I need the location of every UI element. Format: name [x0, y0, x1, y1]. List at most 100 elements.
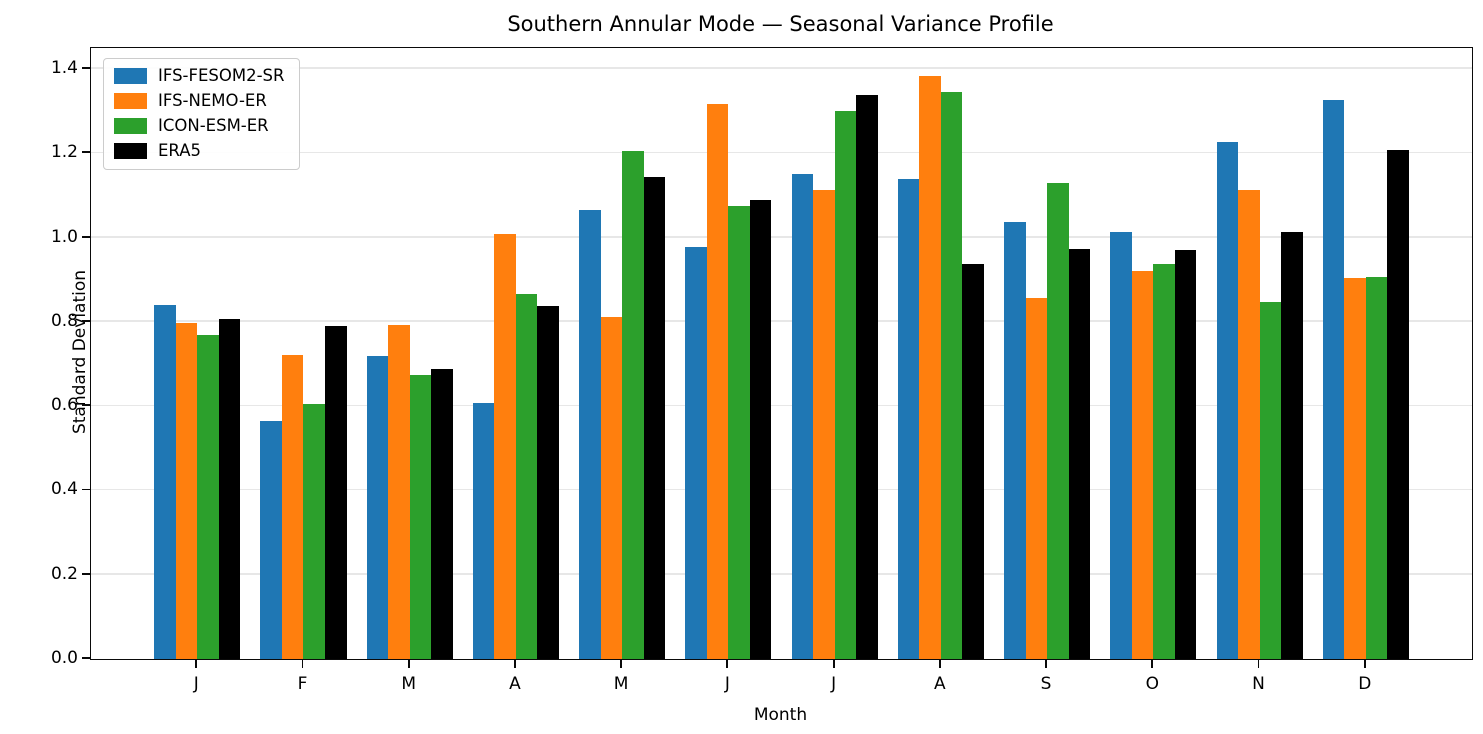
gridline-y-0.6	[91, 404, 1472, 407]
gridline-y-1.4	[91, 67, 1472, 70]
bar-icon-esm-er-12	[1365, 277, 1388, 659]
x-tick-label-7: J	[831, 674, 837, 694]
bar-era5-1	[218, 319, 241, 659]
bar-ifs-nemo-er-9	[1025, 297, 1048, 659]
legend-item-ifs-fesom2-sr: IFS-FESOM2-SR	[114, 66, 285, 85]
y-tick-mark	[82, 319, 90, 322]
legend-label: IFS-NEMO-ER	[158, 91, 267, 111]
x-axis-label: Month	[753, 705, 808, 725]
y-tick-label: 0.4	[50, 479, 78, 500]
chart-title: Southern Annular Mode — Seasonal Varianc…	[507, 12, 1054, 36]
x-tick-label-11: N	[1252, 674, 1265, 694]
bar-icon-esm-er-9	[1047, 182, 1069, 659]
x-tick-label-2: F	[297, 674, 308, 694]
plot-area: IFS-FESOM2-SR IFS-NEMO-ER ICON-ESM-ER ERA5	[90, 47, 1473, 660]
bar-ifs-fesom2-sr-9	[1004, 221, 1026, 659]
bar-ifs-fesom2-sr-2	[260, 420, 282, 659]
bar-icon-esm-er-7	[834, 111, 857, 659]
y-tick-mark	[82, 67, 90, 69]
bar-icon-esm-er-2	[303, 404, 325, 659]
x-tick-mark	[301, 660, 304, 668]
gridline-y-0.4	[91, 488, 1472, 491]
bar-ifs-fesom2-sr-5	[579, 209, 601, 659]
bar-ifs-nemo-er-12	[1344, 278, 1366, 659]
bar-group-month-7	[791, 48, 878, 659]
bar-icon-esm-er-10	[1153, 263, 1175, 659]
y-tick-mark	[82, 235, 90, 238]
bar-group-month-4	[472, 48, 559, 659]
x-tick-mark	[407, 660, 410, 668]
x-tick-mark	[938, 660, 941, 668]
x-tick-label-5: M	[613, 674, 629, 694]
gridline-y-1.2	[91, 151, 1472, 154]
bar-group-month-3	[366, 48, 453, 659]
gridline-y-1.0	[91, 236, 1472, 238]
y-tick-label: 1.2	[50, 142, 78, 163]
bar-era5-4	[537, 306, 559, 659]
x-tick-label-12: D	[1358, 674, 1372, 694]
bar-icon-esm-er-11	[1259, 301, 1282, 659]
bar-era5-11	[1281, 232, 1303, 659]
x-tick-label-4: A	[509, 674, 521, 694]
x-tick-mark	[1257, 660, 1260, 668]
bar-group-month-5	[579, 48, 666, 659]
bar-group-month-8	[897, 48, 984, 659]
bar-ifs-nemo-er-11	[1238, 189, 1260, 659]
bar-ifs-fesom2-sr-4	[472, 402, 495, 659]
y-tick-mark	[82, 404, 90, 407]
y-tick-label: 1.4	[50, 58, 78, 79]
gridline-y-0.2	[91, 573, 1472, 575]
bar-era5-7	[856, 95, 878, 659]
x-tick-mark	[620, 660, 623, 668]
bar-era5-9	[1068, 248, 1091, 659]
bar-group-month-2	[260, 48, 347, 659]
bar-era5-5	[643, 176, 666, 659]
x-tick-label-1: J	[193, 674, 199, 694]
bar-ifs-fesom2-sr-12	[1322, 100, 1345, 659]
bar-era5-3	[431, 369, 453, 659]
legend-item-ifs-nemo-er: IFS-NEMO-ER	[114, 91, 285, 111]
x-tick-label-8: A	[934, 674, 946, 694]
bar-group-month-12	[1322, 48, 1409, 659]
bar-era5-10	[1174, 250, 1197, 659]
bar-ifs-fesom2-sr-7	[791, 173, 814, 659]
x-tick-mark	[1045, 660, 1047, 668]
bar-ifs-fesom2-sr-6	[685, 246, 707, 659]
x-tick-label-3: M	[401, 674, 417, 694]
bar-group-month-1	[154, 48, 241, 659]
bar-ifs-fesom2-sr-1	[154, 305, 176, 659]
bar-ifs-nemo-er-1	[175, 323, 198, 659]
bar-group-month-11	[1216, 48, 1303, 659]
bar-era5-12	[1387, 149, 1409, 659]
bar-icon-esm-er-5	[622, 150, 644, 659]
x-tick-mark	[195, 660, 198, 668]
bar-ifs-fesom2-sr-10	[1110, 232, 1132, 659]
y-tick-label: 1.0	[50, 226, 78, 247]
bar-ifs-fesom2-sr-3	[366, 355, 389, 659]
bar-ifs-nemo-er-3	[388, 324, 410, 659]
y-tick-label: 0.6	[50, 395, 78, 416]
bar-icon-esm-er-6	[728, 205, 750, 659]
bar-ifs-fesom2-sr-11	[1216, 142, 1239, 659]
x-tick-label-10: O	[1145, 674, 1159, 694]
bar-ifs-nemo-er-10	[1131, 270, 1154, 659]
bar-icon-esm-er-8	[940, 91, 963, 659]
legend-swatch-icon	[114, 118, 147, 135]
legend-swatch-icon	[114, 68, 147, 85]
bar-ifs-nemo-er-2	[281, 355, 304, 659]
legend-label: IFS-FESOM2-SR	[158, 66, 285, 85]
legend-item-era5: ERA5	[114, 142, 285, 160]
legend-swatch-icon	[114, 93, 147, 110]
bar-ifs-nemo-er-4	[494, 234, 516, 659]
x-tick-mark	[726, 660, 729, 668]
y-tick-label: 0.2	[50, 563, 78, 584]
bar-ifs-nemo-er-5	[600, 317, 623, 659]
bar-group-month-10	[1110, 48, 1197, 659]
bar-group-month-9	[1004, 48, 1091, 659]
y-tick-mark	[82, 572, 90, 575]
bar-era5-6	[749, 200, 772, 659]
x-tick-label-6: J	[724, 674, 730, 694]
x-tick-mark	[1363, 660, 1366, 668]
bar-ifs-nemo-er-8	[919, 76, 941, 659]
